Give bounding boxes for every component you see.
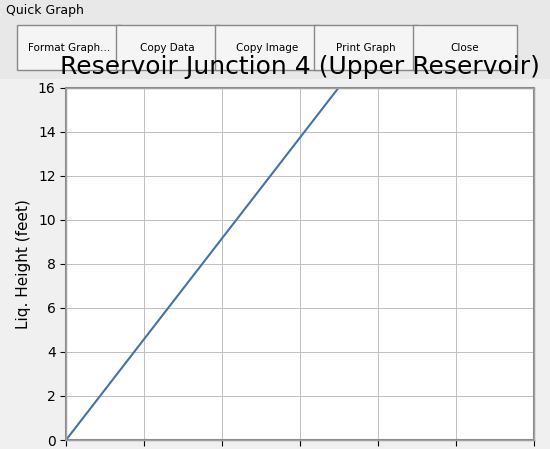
Text: Close: Close (450, 43, 479, 53)
FancyBboxPatch shape (116, 25, 220, 70)
Y-axis label: Liq. Height (feet): Liq. Height (feet) (16, 199, 31, 329)
Text: Format Graph...: Format Graph... (28, 43, 110, 53)
FancyBboxPatch shape (214, 25, 319, 70)
Text: Copy Data: Copy Data (140, 43, 195, 53)
Text: Print Graph: Print Graph (336, 43, 395, 53)
Text: Quick Graph: Quick Graph (6, 4, 84, 17)
FancyBboxPatch shape (412, 25, 517, 70)
Text: Copy Image: Copy Image (235, 43, 298, 53)
FancyBboxPatch shape (16, 25, 121, 70)
FancyBboxPatch shape (314, 25, 418, 70)
Title: Reservoir Junction 4 (Upper Reservoir): Reservoir Junction 4 (Upper Reservoir) (60, 55, 540, 79)
